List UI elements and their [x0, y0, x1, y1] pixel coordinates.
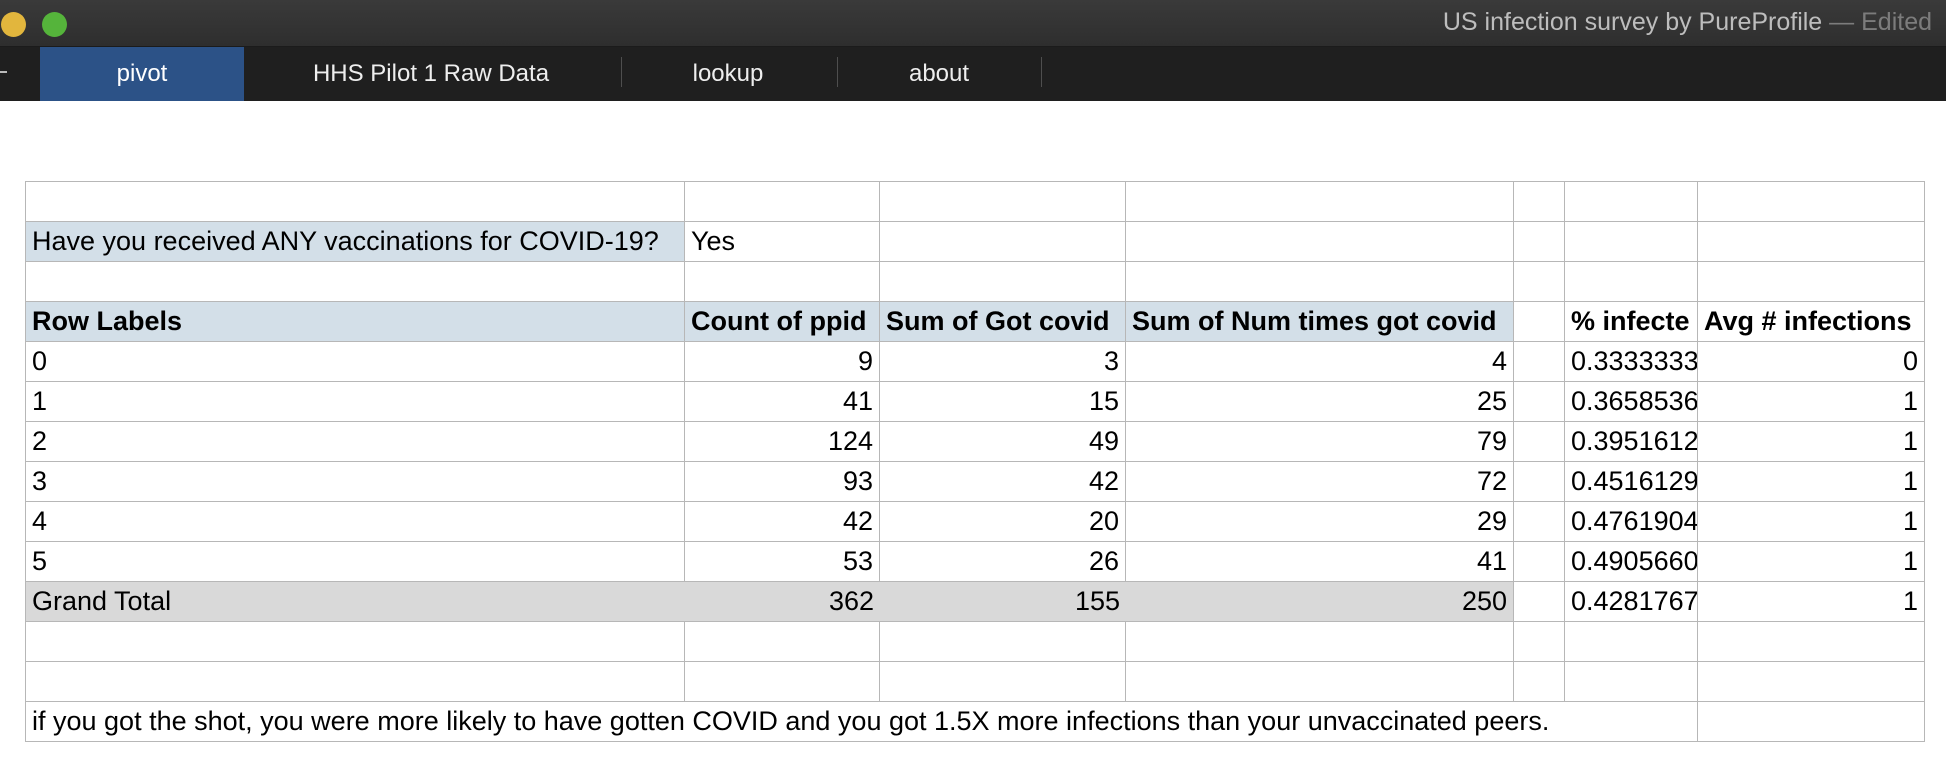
- grand-total-label: Grand Total: [26, 582, 684, 621]
- num-times-cell: 79: [1476, 426, 1507, 456]
- report-filter-value[interactable]: Yes: [691, 226, 736, 256]
- count-cell: 124: [827, 426, 873, 456]
- header-avg-infections: Avg # infections: [1704, 306, 1912, 336]
- sheet-tab-bar: pivot HHS Pilot 1 Raw Data lookup about: [0, 47, 1946, 101]
- num-times-cell: 41: [1476, 546, 1507, 576]
- tab-pivot[interactable]: pivot: [40, 47, 244, 101]
- pct-infected-cell: 0.4761904: [1571, 506, 1697, 536]
- tab-about[interactable]: about: [908, 60, 970, 87]
- header-pct-infected: % infecte: [1571, 306, 1690, 336]
- tab-separator: [837, 57, 838, 87]
- window-title: US infection survey by PureProfile — Edi…: [1443, 8, 1932, 37]
- got-covid-cell: 26: [1088, 546, 1119, 576]
- header-count-of-ppid: Count of ppid: [685, 302, 879, 341]
- count-cell: 93: [842, 466, 873, 496]
- minimize-button[interactable]: [1, 12, 26, 37]
- pct-infected-cell: 0.4905660: [1571, 546, 1697, 576]
- tab-lookup[interactable]: lookup: [692, 60, 764, 87]
- num-times-cell: 4: [1491, 346, 1507, 376]
- tab-overflow-indicator: [0, 71, 7, 73]
- got-covid-cell: 3: [1103, 346, 1119, 376]
- report-filter-label: Have you received ANY vaccinations for C…: [26, 222, 684, 261]
- got-covid-cell: 15: [1088, 386, 1119, 416]
- got-covid-cell: 49: [1088, 426, 1119, 456]
- count-cell: 41: [842, 386, 873, 416]
- avg-infections-cell: 1: [1902, 506, 1918, 536]
- row-label: 5: [32, 546, 48, 576]
- num-times-cell: 29: [1476, 506, 1507, 536]
- grand-total-got-covid: 155: [879, 582, 1126, 621]
- grand-total-count: 362: [684, 582, 880, 621]
- avg-infections-cell: 1: [1902, 426, 1918, 456]
- got-covid-cell: 42: [1088, 466, 1119, 496]
- row-label: 2: [32, 426, 48, 456]
- zoom-button[interactable]: [42, 12, 67, 37]
- grand-total-avg-infections: 1: [1902, 586, 1918, 616]
- num-times-cell: 25: [1476, 386, 1507, 416]
- avg-infections-cell: 1: [1902, 546, 1918, 576]
- row-label: 0: [32, 346, 48, 376]
- tab-hhs-pilot-raw-data[interactable]: HHS Pilot 1 Raw Data: [312, 60, 550, 87]
- row-label: 1: [32, 386, 48, 416]
- num-times-cell: 72: [1476, 466, 1507, 496]
- avg-infections-cell: 1: [1902, 386, 1918, 416]
- header-row-labels[interactable]: Row Labels: [26, 302, 684, 341]
- pct-infected-cell: 0.3333333: [1571, 346, 1697, 376]
- count-cell: 42: [842, 506, 873, 536]
- analysis-note: if you got the shot, you were more likel…: [32, 706, 1550, 736]
- avg-infections-cell: 0: [1902, 346, 1918, 376]
- grand-total-pct-infected: 0.4281767: [1571, 586, 1697, 616]
- row-label: 3: [32, 466, 48, 496]
- got-covid-cell: 20: [1088, 506, 1119, 536]
- row-label: 4: [32, 506, 48, 536]
- pct-infected-cell: 0.4516129: [1571, 466, 1697, 496]
- count-cell: 9: [857, 346, 873, 376]
- header-sum-of-num-times: Sum of Num times got covid: [1126, 302, 1513, 341]
- grand-total-num-times: 250: [1125, 582, 1513, 621]
- pct-infected-cell: 0.3658536: [1571, 386, 1697, 416]
- avg-infections-cell: 1: [1902, 466, 1918, 496]
- tab-separator: [621, 57, 622, 87]
- count-cell: 53: [842, 546, 873, 576]
- title-bar: US infection survey by PureProfile — Edi…: [0, 0, 1946, 47]
- edited-indicator: — Edited: [1822, 8, 1932, 36]
- document-name: US infection survey by PureProfile: [1442, 8, 1823, 36]
- pct-infected-cell: 0.3951612: [1571, 426, 1697, 456]
- tab-separator: [1041, 57, 1042, 87]
- header-sum-of-got-covid: Sum of Got covid: [880, 302, 1125, 341]
